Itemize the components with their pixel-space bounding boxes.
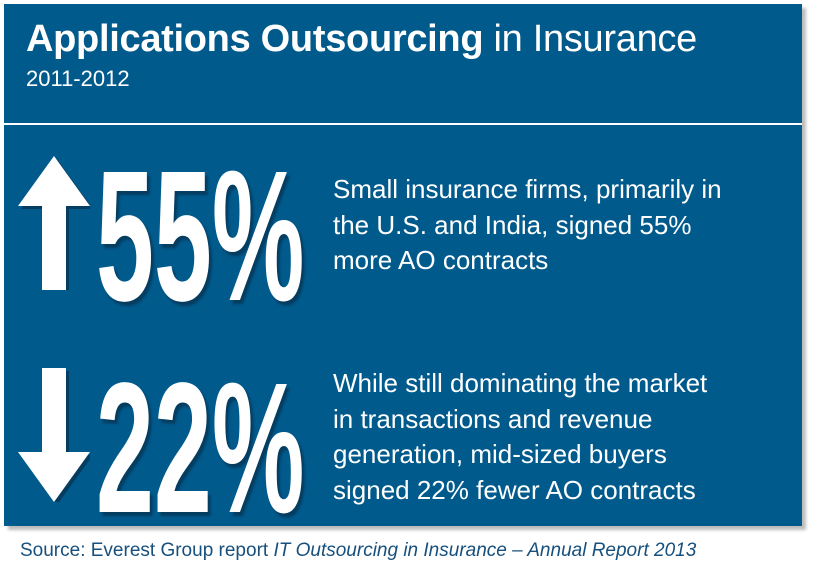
desc-line: generation, mid-sized buyers	[333, 439, 667, 469]
infographic-panel: Applications Outsourcing in Insurance 20…	[4, 4, 802, 542]
subtitle: 2011-2012	[26, 66, 130, 91]
stat-description-down: While still dominating the market in tra…	[333, 366, 707, 508]
desc-line: the U.S. and India, signed 55%	[333, 209, 692, 240]
desc-line: in transactions and revenue	[333, 403, 653, 434]
divider	[4, 123, 802, 125]
source-citation: Source: Everest Group report IT Outsourc…	[20, 540, 696, 562]
page-title: Applications Outsourcing in Insurance	[26, 18, 697, 61]
stat-description-up: Small insurance firms, primarily in the …	[333, 172, 722, 279]
source-report-title: IT Outsourcing in Insurance – Annual Rep…	[273, 540, 697, 561]
desc-line: While still dominating the market	[333, 368, 708, 398]
stat-value-up: 55%	[96, 133, 305, 340]
desc-line: more AO contracts	[333, 245, 549, 275]
desc-line: Small insurance firms, primarily in	[333, 174, 722, 204]
source-prefix: Source: Everest Group report	[20, 540, 269, 561]
arrow-up-icon	[18, 156, 90, 290]
desc-line: signed 22% fewer AO contracts	[333, 474, 696, 505]
title-bold: Applications Outsourcing	[26, 18, 484, 60]
arrow-down-icon	[18, 368, 90, 502]
stat-value-down: 22%	[96, 345, 305, 552]
title-regular: in Insurance	[493, 18, 698, 60]
